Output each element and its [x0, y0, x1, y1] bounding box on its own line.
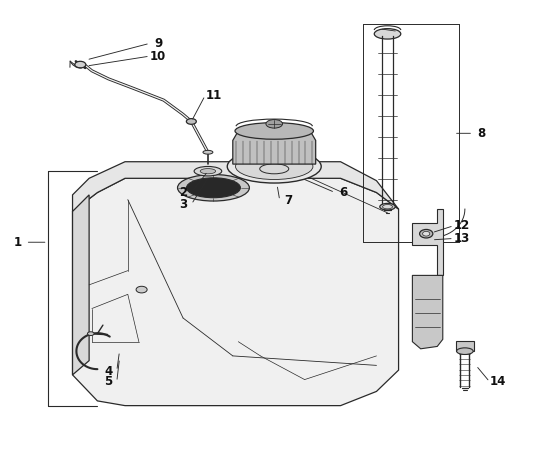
Ellipse shape	[88, 332, 94, 335]
Polygon shape	[73, 178, 398, 406]
Polygon shape	[412, 209, 443, 276]
Ellipse shape	[227, 150, 321, 183]
Polygon shape	[412, 276, 443, 349]
Ellipse shape	[423, 231, 430, 236]
Ellipse shape	[235, 123, 314, 139]
Ellipse shape	[456, 348, 473, 354]
Polygon shape	[233, 131, 316, 164]
Text: 4: 4	[104, 364, 112, 378]
Ellipse shape	[203, 151, 213, 154]
Text: 7: 7	[284, 194, 292, 207]
Text: 3: 3	[179, 198, 187, 211]
Ellipse shape	[187, 178, 240, 198]
Ellipse shape	[266, 120, 283, 128]
Text: 6: 6	[339, 186, 347, 199]
Ellipse shape	[194, 166, 222, 176]
Ellipse shape	[136, 286, 147, 293]
Text: 11: 11	[206, 89, 222, 102]
Ellipse shape	[383, 205, 392, 209]
Polygon shape	[456, 341, 474, 351]
Text: 10: 10	[150, 49, 166, 63]
Text: 14: 14	[490, 375, 506, 389]
Polygon shape	[73, 162, 398, 211]
Ellipse shape	[200, 169, 216, 174]
Text: 2: 2	[179, 186, 187, 199]
Ellipse shape	[186, 119, 196, 124]
Ellipse shape	[260, 164, 289, 174]
Ellipse shape	[75, 61, 86, 68]
Ellipse shape	[177, 174, 249, 201]
Text: 12: 12	[454, 219, 470, 232]
Text: 5: 5	[104, 375, 112, 389]
Text: 13: 13	[454, 232, 470, 245]
Ellipse shape	[235, 153, 313, 180]
Ellipse shape	[375, 28, 401, 39]
Text: 1: 1	[13, 236, 22, 249]
Text: 9: 9	[154, 37, 162, 50]
Ellipse shape	[419, 229, 433, 238]
Polygon shape	[73, 195, 89, 375]
Text: 8: 8	[478, 127, 486, 140]
Ellipse shape	[380, 203, 395, 210]
